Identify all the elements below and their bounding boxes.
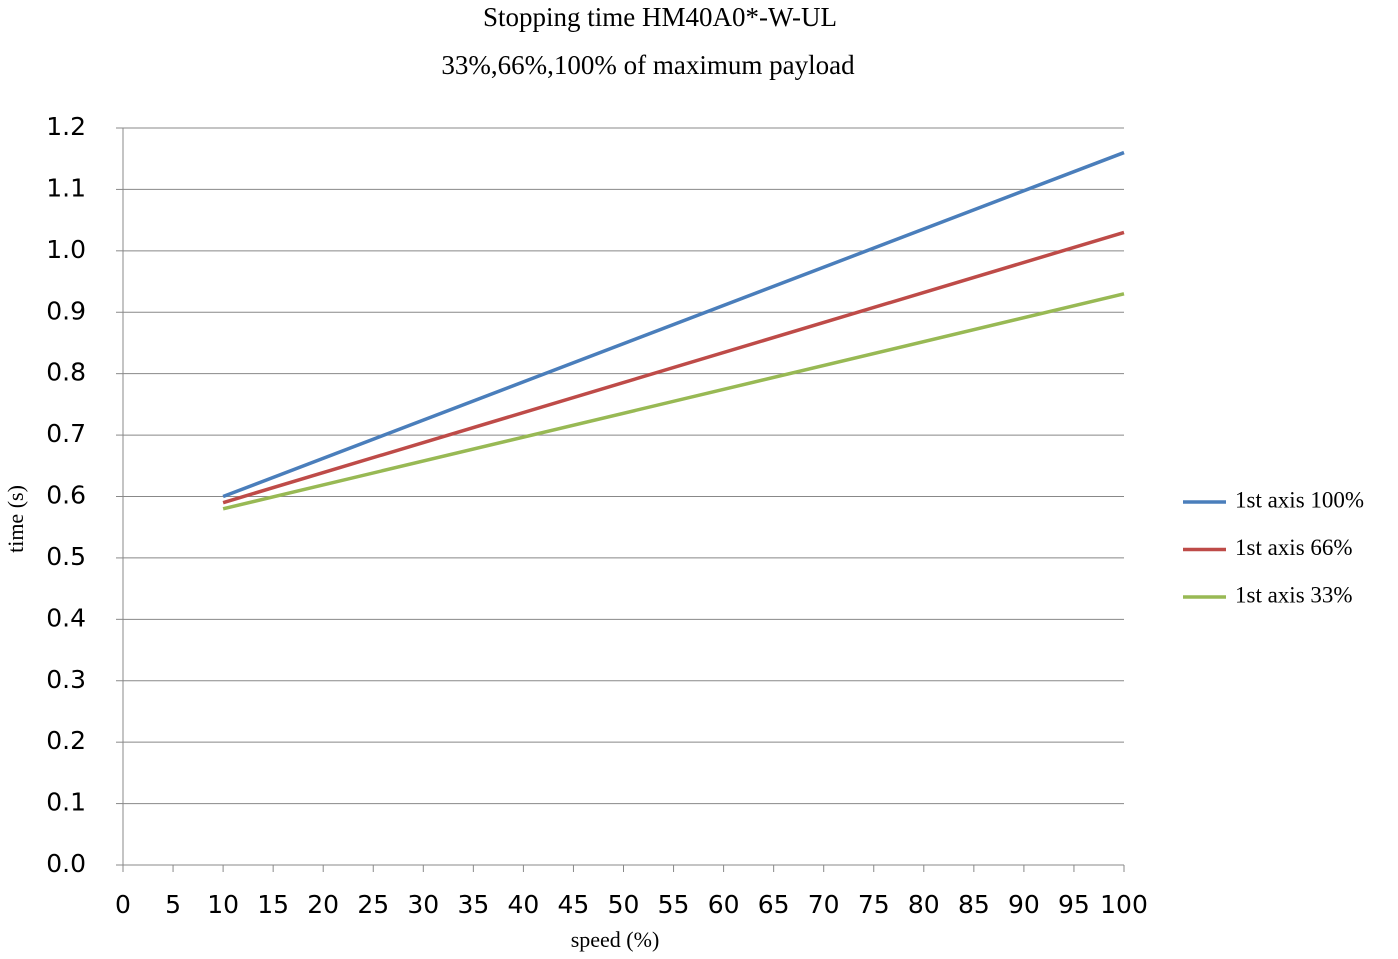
series-line xyxy=(222,292,1125,511)
y-tick-label: 0.0 xyxy=(46,849,86,878)
y-tick-label: 0.2 xyxy=(46,726,86,755)
series-line xyxy=(222,150,1125,499)
y-tick-label: 1.0 xyxy=(46,235,86,264)
y-tick-label: 0.3 xyxy=(46,665,86,694)
chart-subtitle: 33%,66%,100% of maximum payload xyxy=(441,50,855,80)
x-tick-label: 20 xyxy=(307,890,339,919)
x-tick-label: 50 xyxy=(608,890,640,919)
x-tick-label: 45 xyxy=(558,890,590,919)
y-tick-label: 1.2 xyxy=(46,112,86,141)
x-tick-label: 10 xyxy=(207,890,239,919)
y-axis-label: time (s) xyxy=(3,485,28,553)
x-tick-label: 15 xyxy=(257,890,289,919)
x-tick-label: 55 xyxy=(658,890,690,919)
x-tick-label: 95 xyxy=(1058,890,1090,919)
legend-label: 1st axis 33% xyxy=(1235,582,1353,607)
y-tick-label: 0.5 xyxy=(46,542,86,571)
legend-label: 1st axis 100% xyxy=(1235,487,1364,512)
x-tick-label: 60 xyxy=(708,890,740,919)
chart-title: Stopping time HM40A0*-W-UL xyxy=(483,2,837,32)
y-tick-label: 0.6 xyxy=(46,481,86,510)
y-tick-label: 1.1 xyxy=(46,173,86,202)
y-tick-label: 0.1 xyxy=(46,788,86,817)
x-tick-label: 5 xyxy=(165,890,181,919)
x-tick-label: 70 xyxy=(808,890,840,919)
y-tick-label: 0.8 xyxy=(46,358,86,387)
y-tick-label: 0.7 xyxy=(46,419,86,448)
x-tick-label: 80 xyxy=(908,890,940,919)
y-tick-label: 0.4 xyxy=(46,603,86,632)
x-tick-label: 30 xyxy=(407,890,439,919)
legend-label: 1st axis 66% xyxy=(1235,535,1353,560)
x-tick-label: 40 xyxy=(507,890,539,919)
x-tick-label: 100 xyxy=(1100,890,1148,919)
x-axis-label: speed (%) xyxy=(571,927,660,952)
x-tick-label: 65 xyxy=(758,890,790,919)
x-tick-label: 0 xyxy=(115,890,131,919)
series-line xyxy=(222,230,1125,505)
x-tick-label: 90 xyxy=(1008,890,1040,919)
x-tick-label: 25 xyxy=(357,890,389,919)
x-tick-label: 35 xyxy=(457,890,489,919)
x-tick-label: 85 xyxy=(958,890,990,919)
y-tick-label: 0.9 xyxy=(46,296,86,325)
x-tick-label: 75 xyxy=(858,890,890,919)
